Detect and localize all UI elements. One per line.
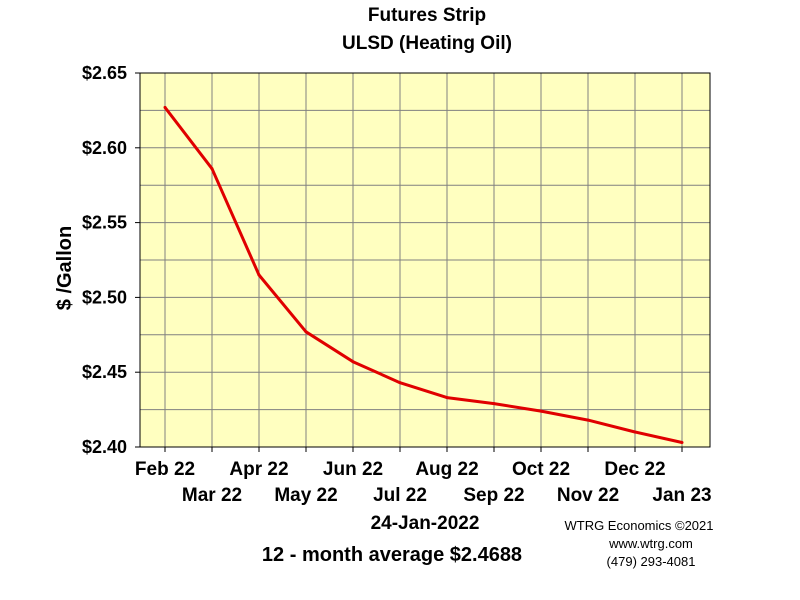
- y-tick-label: $2.45: [82, 362, 127, 382]
- data-point: [445, 396, 449, 400]
- x-tick-label: Jun 22: [323, 459, 383, 480]
- y-tick-label: $2.40: [82, 437, 127, 457]
- chart-title: Futures Strip: [368, 5, 486, 26]
- x-tick-label: Nov 22: [557, 485, 619, 506]
- y-axis-ticks: $2.40 $2.45 $2.50 $2.55 $2.60 $2.65: [82, 63, 140, 457]
- data-point: [586, 418, 590, 422]
- y-tick-label: $2.50: [82, 287, 127, 307]
- data-point: [398, 381, 402, 385]
- plot-frame: [139, 72, 711, 448]
- data-point: [210, 167, 214, 171]
- y-tick-label: $2.55: [82, 213, 127, 233]
- date-label: 24-Jan-2022: [371, 513, 480, 534]
- credit-phone: (479) 293-4081: [607, 554, 696, 569]
- x-tick-label: Feb 22: [135, 459, 195, 480]
- x-axis-ticks: Feb 22 Mar 22 Apr 22 May 22 Jun 22 Jul 22 Aug …: [135, 447, 712, 506]
- data-point: [304, 330, 308, 334]
- data-point: [633, 430, 637, 434]
- x-tick-label: Jan 23: [652, 485, 711, 506]
- data-point: [539, 409, 543, 413]
- x-tick-label: Mar 22: [182, 485, 242, 506]
- y-tick-label: $2.60: [82, 138, 127, 158]
- x-tick-label: Jul 22: [373, 485, 427, 506]
- x-tick-label: Sep 22: [463, 485, 524, 506]
- credit-company: WTRG Economics ©2021: [564, 518, 713, 533]
- x-tick-label: Dec 22: [604, 459, 665, 480]
- credit-website: www.wtrg.com: [608, 536, 693, 551]
- chart-subtitle: ULSD (Heating Oil): [342, 33, 512, 54]
- data-point: [163, 105, 167, 109]
- data-point: [257, 273, 261, 277]
- series-layer: [163, 105, 684, 445]
- data-point: [351, 360, 355, 364]
- average-label: 12 - month average $2.4688: [262, 544, 522, 566]
- data-point: [680, 441, 684, 445]
- y-axis-label: $ /Gallon: [54, 226, 76, 310]
- data-point: [492, 402, 496, 406]
- x-tick-label: Oct 22: [512, 459, 570, 480]
- x-tick-label: May 22: [274, 485, 337, 506]
- y-tick-label: $2.65: [82, 63, 127, 83]
- series-line: [163, 106, 683, 444]
- x-tick-label: Aug 22: [415, 459, 478, 480]
- grid-lines: [140, 73, 710, 447]
- x-tick-label: Apr 22: [229, 459, 288, 480]
